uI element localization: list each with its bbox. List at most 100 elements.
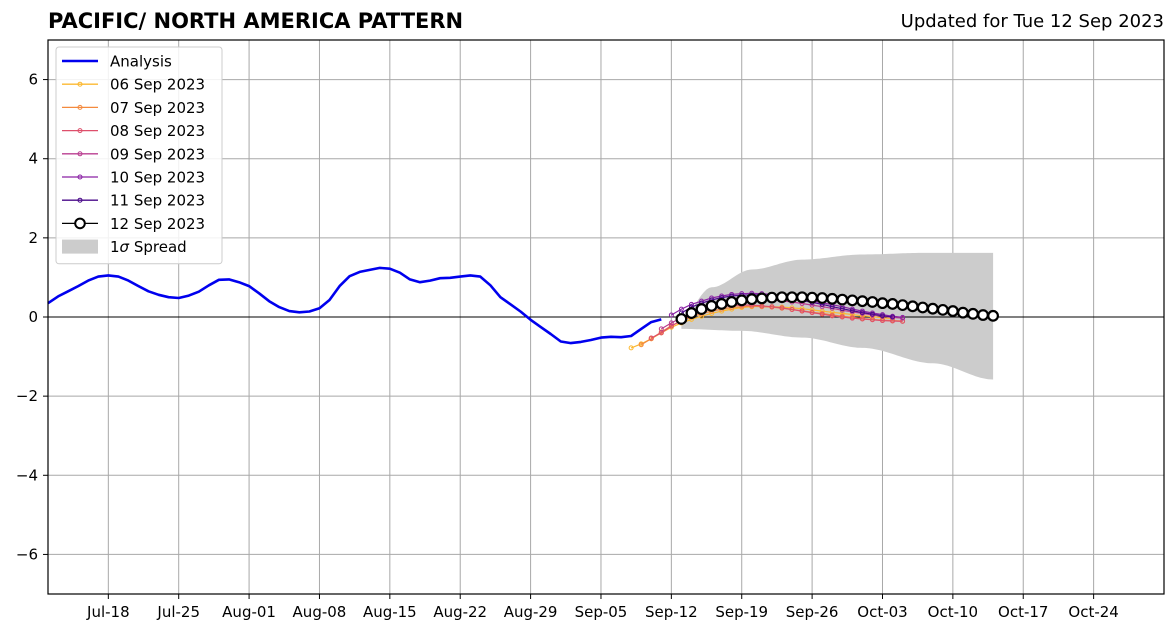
x-tick-label: Jul-25: [156, 603, 200, 621]
legend-marker: [77, 174, 83, 180]
legend-marker: [77, 81, 83, 87]
forecast-point: [839, 306, 845, 312]
forecast-point: [926, 302, 939, 315]
forecast-point: [900, 314, 906, 320]
forecast-point: [628, 345, 634, 351]
legend-item-forecast: 09 Sep 2023: [62, 145, 205, 163]
legend-item-forecast: 11 Sep 2023: [62, 192, 205, 210]
forecast-point: [859, 316, 865, 322]
legend-label: 07 Sep 2023: [110, 99, 205, 117]
forecast-point: [806, 291, 819, 304]
forecast-point: [829, 304, 835, 310]
x-tick-label: Aug-22: [433, 603, 487, 621]
analysis-line: [47, 266, 662, 345]
legend-label-part: Spread: [129, 238, 187, 256]
y-tick-label: −6: [16, 545, 38, 563]
tick-layer: Jul-18 Jul-25 Aug-01 Aug-08 Aug-15 Aug-22 Aug-…: [16, 71, 1119, 621]
forecast-point: [765, 291, 778, 304]
legend-label-part: 1: [110, 238, 120, 256]
legend-marker: [77, 197, 83, 203]
forecast-point: [715, 298, 728, 310]
legend-box: [55, 46, 223, 265]
legend-item-forecast: 06 Sep 2023: [62, 76, 205, 94]
forecast-point: [957, 306, 969, 319]
forecast-point: [705, 300, 718, 312]
legend-label: 08 Sep 2023: [110, 122, 205, 140]
legend-handle: [62, 239, 98, 254]
forecast-point: [829, 313, 835, 319]
forecast-point: [896, 299, 909, 312]
forecast-point: [916, 301, 929, 314]
legend-label: Analysis: [110, 53, 172, 71]
forecast-point: [668, 312, 674, 318]
forecast-point: [648, 335, 654, 341]
legend-item-analysis: Analysis: [62, 53, 172, 71]
forecast-point: [879, 313, 885, 319]
legend-label: 11 Sep 2023: [110, 192, 205, 210]
legend-item-forecast: 12 Sep 2023: [62, 215, 205, 233]
y-tick-label: 4: [28, 150, 38, 168]
forecast-point: [695, 303, 708, 315]
y-tick-label: 2: [28, 229, 38, 247]
forecast-point: [675, 313, 688, 325]
x-tick-label: Oct-17: [998, 603, 1048, 621]
forecast-point: [725, 296, 738, 308]
legend-item-forecast: 08 Sep 2023: [62, 122, 205, 140]
forecast-point: [849, 308, 855, 314]
legend-item-forecast: 10 Sep 2023: [62, 169, 205, 187]
x-tick-label: Sep-26: [786, 603, 839, 621]
x-tick-label: Oct-10: [928, 603, 978, 621]
forecast-point: [967, 307, 979, 320]
forecast-point: [668, 320, 674, 326]
legend-label-sigma: σ: [120, 238, 130, 256]
forecast-point: [755, 292, 768, 305]
forecast-point: [826, 292, 839, 305]
forecast-point: [816, 292, 829, 304]
legend-label: 09 Sep 2023: [110, 145, 205, 163]
forecast-point: [866, 296, 879, 308]
y-tick-label: 6: [28, 71, 38, 89]
x-tick-label: Aug-01: [222, 603, 276, 621]
legend-item-spread: 1σ Spread: [62, 238, 187, 256]
forecast-point: [786, 291, 798, 304]
forecast-point: [809, 310, 815, 316]
legend: Analysis 06 Sep 2023 07 Sep 2023 08 Sep 202…: [55, 46, 223, 265]
x-tick-label: Sep-05: [575, 603, 628, 621]
forecast-point: [906, 300, 919, 313]
forecast-series: [675, 291, 999, 325]
x-tick-label: Sep-19: [715, 603, 768, 621]
forecast-point: [789, 306, 795, 312]
legend-marker: [77, 151, 83, 157]
forecast-point: [668, 323, 674, 329]
x-tick-label: Aug-29: [504, 603, 558, 621]
forecast-point: [936, 303, 949, 316]
forecast-point: [769, 304, 775, 310]
legend-marker: [74, 217, 86, 230]
y-tick-label: −2: [16, 387, 38, 405]
chart-title: PACIFIC/ NORTH AMERICA PATTERN: [48, 9, 464, 33]
forecast-point: [745, 293, 758, 306]
series-layer: [47, 266, 999, 351]
legend-marker: [77, 104, 83, 110]
forecast-point: [839, 314, 845, 320]
forecast-point: [946, 305, 959, 317]
chart-subtitle: Updated for Tue 12 Sep 2023: [900, 11, 1164, 32]
legend-label: 10 Sep 2023: [110, 169, 205, 187]
y-tick-label: −4: [16, 466, 38, 484]
forecast-point: [799, 308, 805, 314]
forecast-point: [886, 298, 899, 310]
x-tick-label: Jul-18: [86, 603, 130, 621]
forecast-point: [836, 293, 849, 306]
forecast-point: [685, 307, 698, 319]
forecast-point: [819, 311, 825, 317]
legend-label: 06 Sep 2023: [110, 76, 205, 94]
y-tick-label: 0: [28, 308, 38, 326]
forecast-point: [859, 310, 865, 316]
x-tick-label: Aug-08: [293, 603, 347, 621]
forecast-point: [849, 315, 855, 321]
x-tick-label: Oct-03: [857, 603, 907, 621]
forecast-point: [796, 291, 808, 304]
x-tick-label: Sep-12: [645, 603, 698, 621]
forecast-point: [638, 342, 644, 348]
